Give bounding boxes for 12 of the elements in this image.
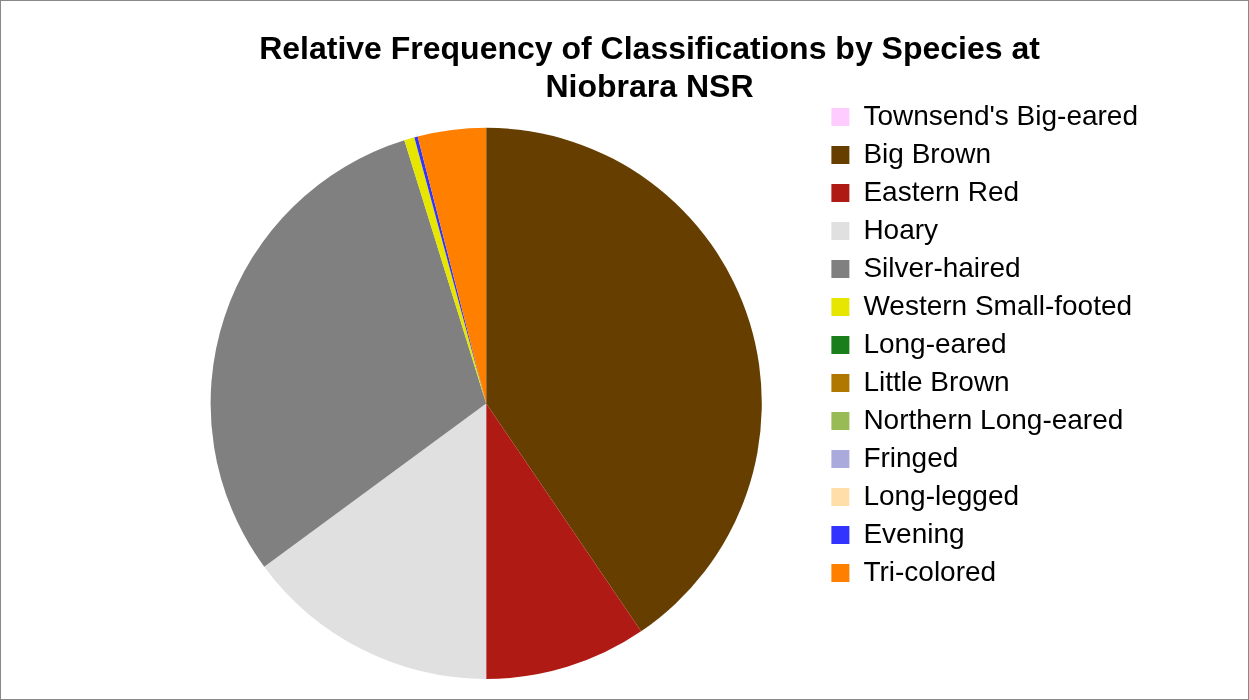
legend-label: Western Small-footed [863,289,1133,321]
legend-label: Long-eared [863,327,1007,359]
legend-label: Evening [863,517,965,549]
legend-label: Little Brown [863,365,1010,397]
legend-label: Northern Long-eared [863,403,1124,435]
legend-label: Big Brown [863,137,992,169]
legend-label: Hoary [863,213,939,245]
legend-label: Eastern Red [863,175,1020,207]
legend-label: Fringed [863,441,959,473]
legend-label: Silver-haired [863,251,1021,283]
legend-label: Tri-colored [863,555,997,587]
legend-label: Long-legged [863,479,1020,511]
